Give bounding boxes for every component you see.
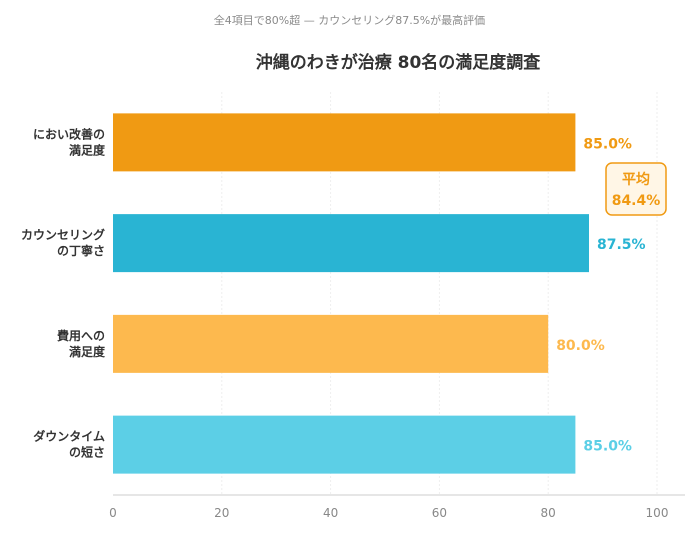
x-tick-label: 100 xyxy=(646,506,669,520)
bar-value-label: 87.5% xyxy=(597,237,646,253)
category-label: の短さ xyxy=(69,445,105,460)
bar xyxy=(113,415,576,474)
bar xyxy=(113,113,576,172)
category-label: の丁寧さ xyxy=(57,243,105,258)
average-annotation-label: 平均 xyxy=(622,171,650,188)
x-tick-label: 80 xyxy=(541,506,556,520)
x-tick-label: 20 xyxy=(214,506,229,520)
category-label: 満足度 xyxy=(69,142,106,157)
x-tick-label: 40 xyxy=(323,506,338,520)
chart-subtitle: 全4項目で80%超 — カウンセリング87.5%が最高評価 xyxy=(213,14,486,27)
x-tick-label: 0 xyxy=(109,506,117,520)
x-tick-label: 60 xyxy=(432,506,447,520)
bar xyxy=(113,214,589,273)
category-label: カウンセリング xyxy=(21,227,105,242)
chart-title: 沖縄のわきが治療 80名の満足度調査 xyxy=(255,53,541,73)
bar-value-label: 85.0% xyxy=(583,439,632,455)
average-annotation-box xyxy=(605,162,667,216)
category-label: 満足度 xyxy=(69,344,106,359)
bar-value-label: 80.0% xyxy=(556,338,605,354)
bar xyxy=(113,314,549,373)
bar-value-label: 85.0% xyxy=(583,136,632,152)
category-label: 費用への xyxy=(57,328,105,343)
category-label: におい改善の xyxy=(33,126,105,141)
category-label: ダウンタイム xyxy=(33,429,105,444)
average-annotation-value: 84.4% xyxy=(612,193,661,209)
